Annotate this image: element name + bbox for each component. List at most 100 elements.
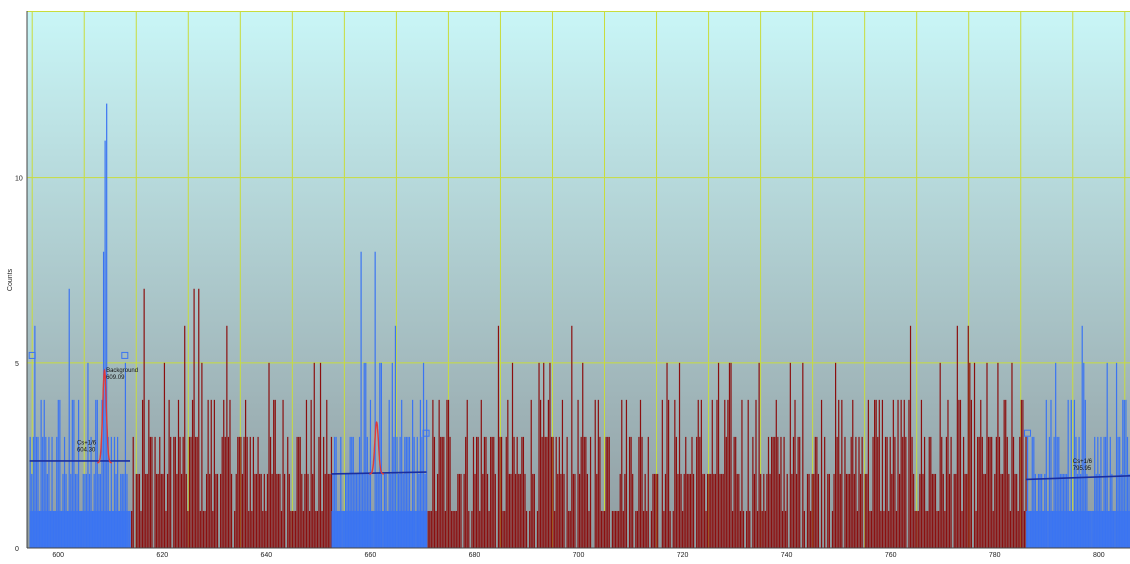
spectrum-bar (702, 473, 704, 548)
spectrum-bar (884, 436, 887, 548)
spectrum-bar (753, 473, 756, 548)
spectrum-bar (911, 436, 913, 548)
spectrum-bar (817, 473, 820, 548)
spectrum-bar (672, 510, 674, 548)
baseline-line (331, 471, 427, 475)
spectrum-bar (735, 436, 737, 548)
spectrum-bar (511, 362, 514, 548)
spectrum-bar (969, 362, 971, 548)
roi-bar (40, 399, 42, 548)
spectrum-bar (697, 399, 699, 548)
spectrum-bar (844, 436, 846, 548)
spectrum-bar (252, 436, 255, 548)
spectrum-bar (897, 399, 899, 548)
spectrum-bar (691, 436, 693, 548)
spectrum-bar (889, 436, 891, 548)
annotation-label: 609.09 (106, 375, 125, 381)
spectrum-bar (774, 436, 776, 548)
spectrum-bar (934, 473, 937, 548)
spectrum-bar (507, 399, 509, 548)
spectrum-bar (641, 436, 643, 548)
roi-bar (63, 436, 66, 548)
spectrum-bar (188, 436, 191, 548)
spectrum-bar (959, 399, 962, 548)
spectrum-bar (619, 473, 621, 548)
spectrum-bar (329, 473, 331, 548)
spectrum-bar (538, 362, 540, 548)
spectrum-bar (582, 362, 584, 548)
spectrum-bar (599, 436, 601, 548)
spectrum-bar (747, 399, 749, 548)
spectrum-bar (310, 399, 312, 548)
spectrum-bar (316, 510, 318, 548)
spectrum-bar (583, 436, 585, 548)
spectrum-bar (255, 473, 258, 548)
spectrum-bar (574, 473, 576, 548)
x-tick-label: 720 (677, 552, 689, 559)
spectrum-bar (597, 399, 599, 548)
spectrum-bar (738, 473, 740, 548)
spectrum-bar (650, 510, 653, 548)
roi-bar (363, 362, 365, 548)
spectrum-bar (557, 473, 559, 548)
spectrum-bar (182, 436, 184, 548)
spectrum-bar (240, 436, 242, 548)
spectrum-bar (989, 436, 991, 548)
spectrum-bar (700, 399, 702, 548)
spectrum-bar (566, 436, 568, 548)
roi-bar (1115, 362, 1118, 548)
roi-bar (407, 436, 409, 548)
spectrum-bar (874, 399, 876, 548)
spectrum-bar (143, 288, 145, 548)
roi-bar (399, 436, 401, 548)
spectrum-bar (1020, 399, 1022, 548)
roi-bar (35, 436, 38, 548)
spectrum-bar (869, 510, 871, 548)
spectrum-bar (165, 510, 167, 548)
spectrum-bar (685, 436, 687, 548)
spectrum-bar (831, 510, 834, 548)
spectrum-bar (460, 473, 462, 548)
spectrum-bar (465, 436, 467, 548)
roi-bar (59, 399, 61, 548)
roi-bar (1053, 436, 1055, 548)
spectrum-bar (797, 436, 799, 548)
roi-bar (1119, 436, 1121, 548)
spectrum-bar (781, 510, 784, 548)
roi-bar (1048, 436, 1051, 548)
spectrum-bar (327, 473, 329, 548)
x-tick-label: 780 (989, 552, 1001, 559)
spectrum-bar (224, 436, 226, 548)
roi-bar (333, 436, 336, 548)
roi-bar (42, 436, 44, 548)
roi-bar (37, 436, 39, 548)
spectrum-bar (179, 436, 181, 548)
roi-bar (1100, 436, 1102, 548)
spectrum-bar (716, 399, 718, 548)
spectrum-bar (466, 399, 468, 548)
spectrum-bar (280, 510, 283, 548)
roi-bar (1081, 325, 1083, 548)
spectrum-bar (891, 473, 893, 548)
spectrum-bar (991, 436, 993, 548)
spectrum-bar (980, 399, 982, 548)
spectrum-bar (761, 510, 763, 548)
spectrum-bar (471, 510, 473, 548)
spectrum-bar (221, 436, 223, 548)
spectrum-bar (905, 436, 907, 548)
spectrum-bar (1019, 436, 1021, 548)
spectrum-bar (994, 473, 996, 548)
spectrum-bar (577, 399, 579, 548)
roi-bar (48, 436, 50, 548)
spectrum-bar (858, 436, 860, 548)
spectrum-bar (519, 473, 521, 548)
spectrum-bar (596, 473, 598, 548)
roi-bar (388, 399, 390, 548)
spectrum-bar (524, 473, 526, 548)
spectrum-bar (494, 473, 496, 548)
spectrum-bar (230, 473, 233, 548)
spectrum-bar (571, 325, 573, 548)
spectrum-bar (675, 436, 677, 548)
roi-bar (1117, 436, 1119, 548)
spectrum-bar (677, 473, 679, 548)
